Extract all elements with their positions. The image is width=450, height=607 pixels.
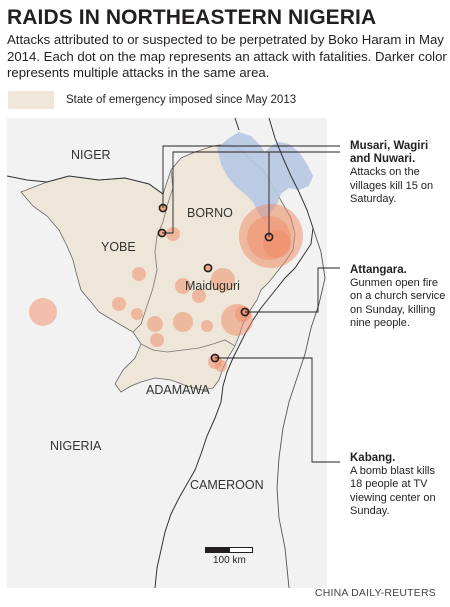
callout-kabang-place: Kabang. bbox=[350, 452, 396, 464]
attack-dot bbox=[132, 267, 146, 281]
map-label-nigeria: NIGERIA bbox=[50, 439, 102, 453]
attack-dot bbox=[166, 227, 180, 241]
attack-dot bbox=[150, 333, 164, 347]
attack-dot bbox=[201, 320, 213, 332]
callout-attangara: Attangara. Gunmen open fire on a church … bbox=[350, 264, 446, 330]
border-niger-chad bbox=[234, 118, 240, 131]
callout-attangara-text: Gunmen open fire on a church service on … bbox=[350, 277, 446, 329]
attack-dot bbox=[131, 308, 143, 320]
border-cameroon-chad bbox=[276, 227, 326, 588]
attack-dot bbox=[211, 268, 235, 292]
map-panel: NIGER BORNO YOBE Maiduguri ADAMAWA NIGER… bbox=[7, 118, 327, 588]
map-svg bbox=[7, 118, 326, 588]
attack-dot bbox=[29, 298, 57, 326]
callout-kabang-text: A bomb blast kills 18 people at TV viewi… bbox=[350, 465, 436, 517]
map-label-cameroon: CAMEROON bbox=[190, 478, 264, 492]
attack-dot bbox=[192, 289, 206, 303]
callout-musari-text: Attacks on the villages kill 15 on Satur… bbox=[350, 166, 434, 205]
map-label-adamawa: ADAMAWA bbox=[146, 383, 210, 397]
callout-kabang: Kabang. A bomb blast kills 18 people at … bbox=[350, 452, 446, 518]
attack-dot bbox=[175, 278, 191, 294]
attack-marker bbox=[158, 203, 168, 213]
map-label-niger: NIGER bbox=[71, 148, 111, 162]
source-credit: CHINA DAILY-REUTERS bbox=[314, 587, 436, 599]
map-label-yobe: YOBE bbox=[101, 240, 136, 254]
attack-marker-musari bbox=[264, 232, 274, 242]
scale-bar bbox=[205, 547, 253, 553]
page-subtitle: Attacks attributed to or suspected to be… bbox=[7, 32, 447, 80]
callout-musari: Musari, Wagiri and Nuwari. Attacks on th… bbox=[350, 140, 446, 206]
scale-bar-segment bbox=[229, 547, 253, 553]
attack-marker-maiduguri bbox=[203, 263, 213, 273]
legend-label: State of emergency imposed since May 201… bbox=[66, 94, 297, 106]
scale-bar-segment bbox=[205, 547, 230, 553]
callout-musari-place: Musari, Wagiri and Nuwari. bbox=[350, 140, 429, 166]
attack-marker-kabang bbox=[210, 353, 220, 363]
legend: State of emergency imposed since May 201… bbox=[8, 90, 296, 110]
border-nigeria-cameroon bbox=[154, 118, 314, 588]
attack-dot bbox=[112, 297, 126, 311]
attack-dot bbox=[173, 312, 193, 332]
scale-label: 100 km bbox=[213, 555, 246, 566]
legend-swatch-emergency bbox=[8, 91, 54, 109]
attack-marker-attangara bbox=[240, 307, 250, 317]
callout-attangara-place: Attangara. bbox=[350, 264, 407, 276]
attack-marker bbox=[157, 228, 167, 238]
page-title: RAIDS IN NORTHEASTERN NIGERIA bbox=[7, 6, 377, 29]
border-niger-nigeria bbox=[7, 175, 164, 195]
attack-dot bbox=[147, 316, 163, 332]
map-label-borno: BORNO bbox=[187, 206, 233, 220]
map-label-maiduguri: Maiduguri bbox=[185, 279, 240, 293]
state-border-borno-adamawa bbox=[140, 339, 236, 353]
